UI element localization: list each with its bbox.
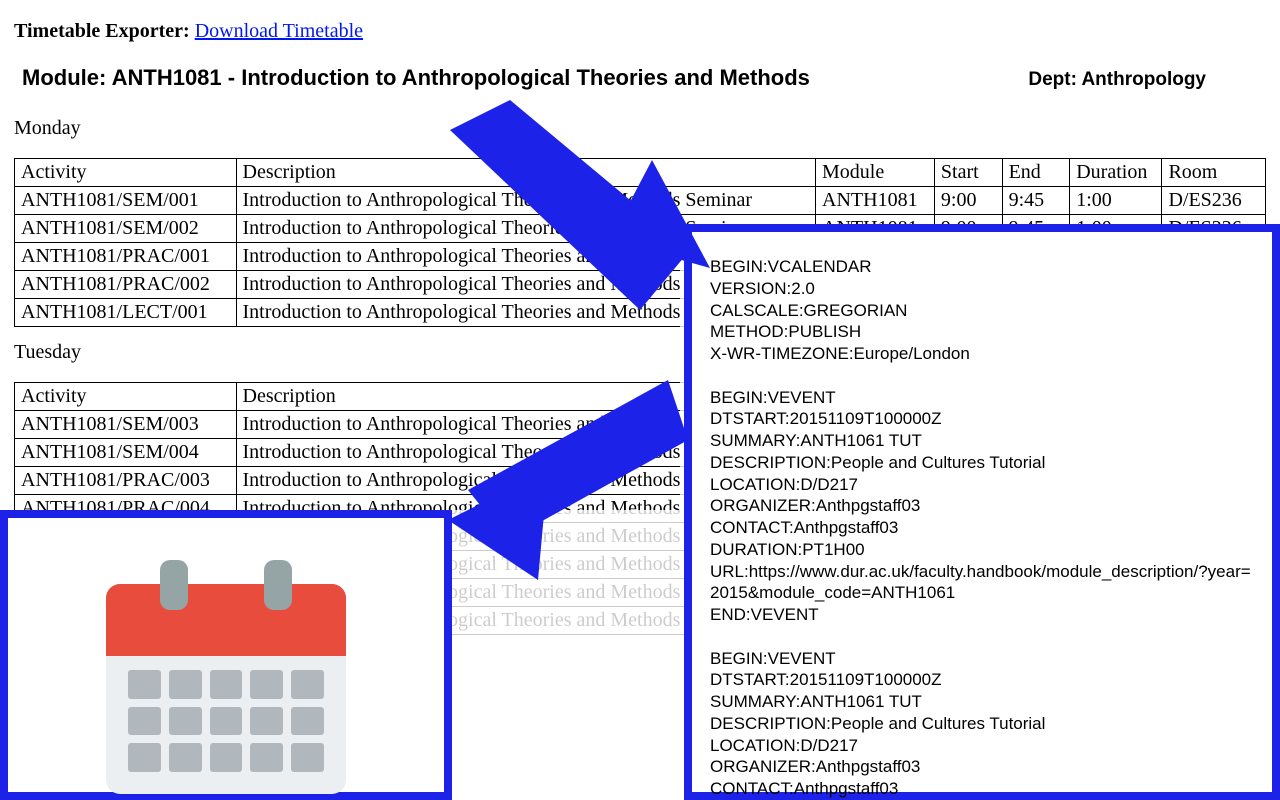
table-cell: ANTH1081/SEM/002 — [15, 215, 237, 243]
exporter-line: Timetable Exporter: Download Timetable — [14, 20, 1266, 43]
ical-output-box: BEGIN:VCALENDAR VERSION:2.0 CALSCALE:GRE… — [684, 224, 1280, 800]
calendar-icon — [106, 554, 346, 794]
calendar-icon-box — [0, 510, 452, 800]
day-label: Monday — [14, 117, 1266, 140]
table-cell: ANTH1081/SEM/001 — [15, 187, 237, 215]
module-header: Module: ANTH1081 - Introduction to Anthr… — [22, 65, 1266, 91]
table-cell: ANTH1081/SEM/004 — [15, 439, 237, 467]
table-cell: 1:00 — [1070, 187, 1162, 215]
exporter-label: Timetable Exporter: — [14, 20, 195, 42]
col-header: End — [1002, 159, 1070, 187]
download-link[interactable]: Download Timetable — [195, 20, 363, 42]
table-cell: 9:00 — [934, 187, 1002, 215]
table-cell: ANTH1081/PRAC/003 — [15, 467, 237, 495]
table-cell: D/ES236 — [1162, 187, 1266, 215]
col-header: Room — [1162, 159, 1266, 187]
dept-label: Dept: Anthropology — [1028, 69, 1206, 91]
table-cell: ANTH1081 — [816, 187, 935, 215]
table-cell: Introduction to Anthropological Theories… — [236, 187, 816, 215]
col-header: Start — [934, 159, 1002, 187]
table-cell: ANTH1081/PRAC/001 — [15, 243, 237, 271]
col-header: Activity — [15, 159, 237, 187]
table-cell: ANTH1081/LECT/001 — [15, 299, 237, 327]
table-row: ANTH1081/SEM/001Introduction to Anthropo… — [15, 187, 1266, 215]
col-header: Activity — [15, 383, 237, 411]
module-title: Module: ANTH1081 - Introduction to Anthr… — [22, 65, 810, 91]
col-header: Description — [236, 159, 816, 187]
col-header: Module — [816, 159, 935, 187]
col-header: Duration — [1070, 159, 1162, 187]
ical-text: BEGIN:VCALENDAR VERSION:2.0 CALSCALE:GRE… — [692, 232, 1272, 800]
table-cell: ANTH1081/PRAC/002 — [15, 271, 237, 299]
table-cell: 9:45 — [1002, 187, 1070, 215]
table-cell: ANTH1081/SEM/003 — [15, 411, 237, 439]
